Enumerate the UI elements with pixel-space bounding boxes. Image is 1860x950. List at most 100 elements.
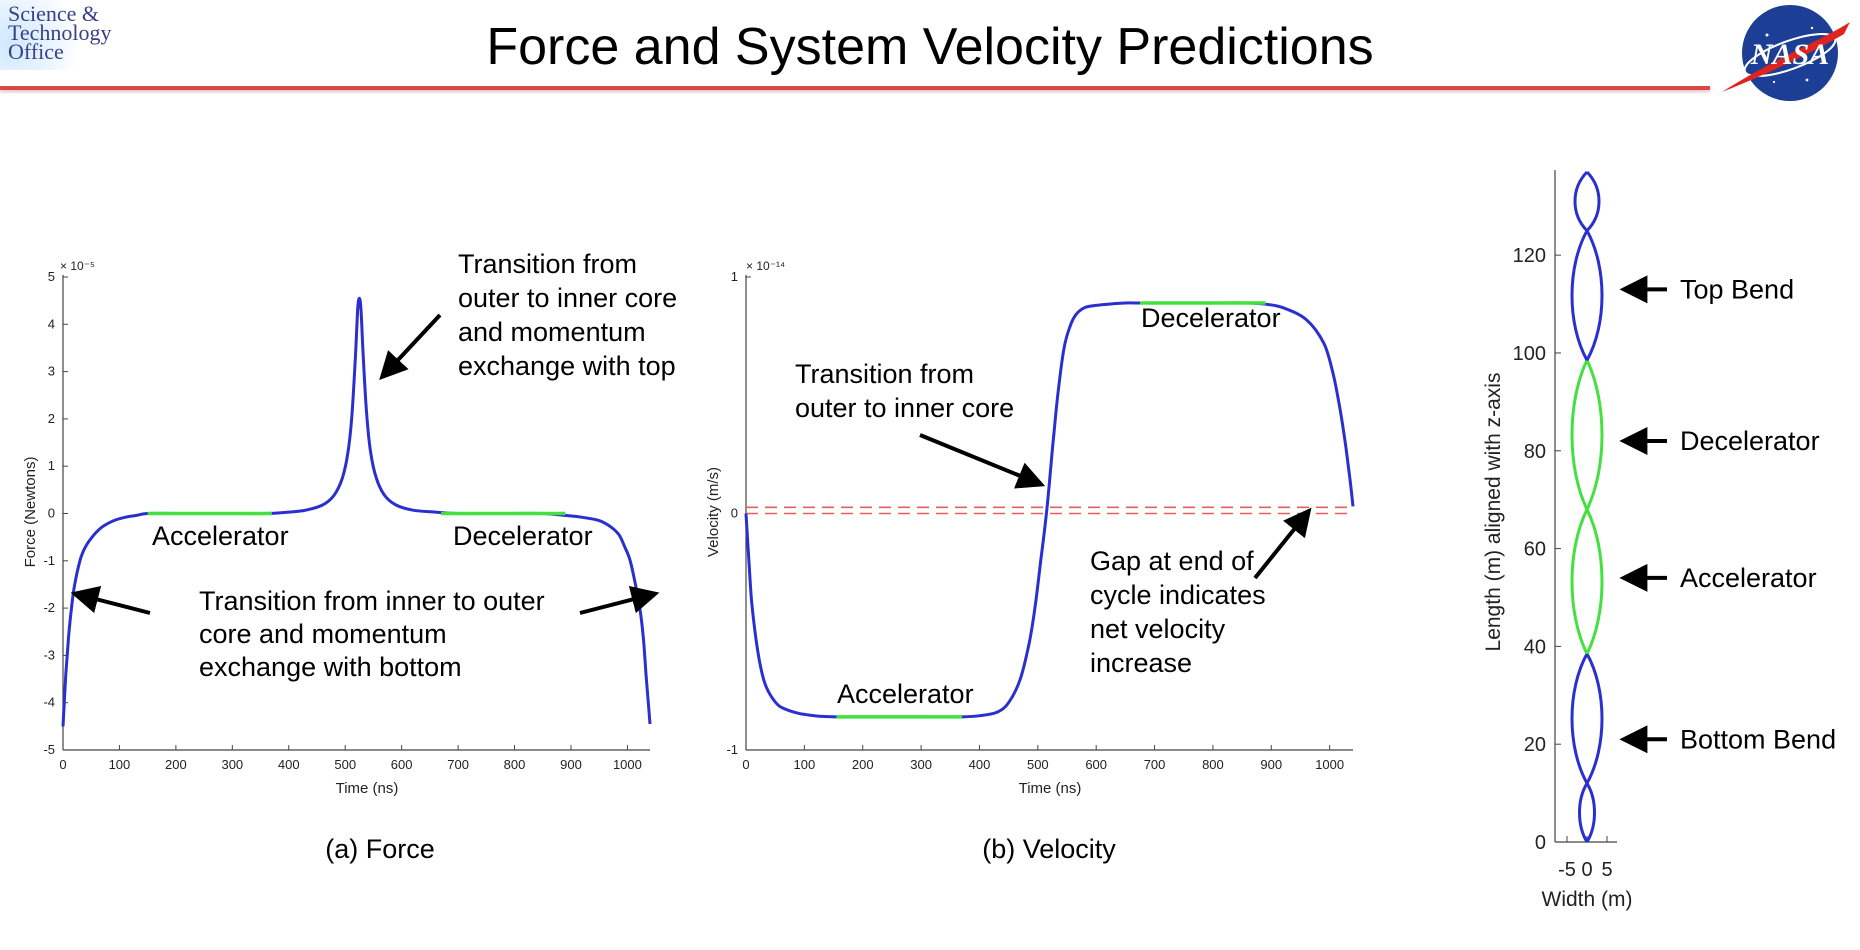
geometry-annotation-top-bend: Top Bend <box>1680 274 1794 304</box>
geometry-green-strand <box>1570 508 1589 655</box>
force-series-line <box>61 296 652 727</box>
geometry-y-tick-label: 0 <box>1535 832 1546 854</box>
annotation-line: Transition from <box>795 359 974 389</box>
geometry-green-strand <box>1585 359 1604 511</box>
force-annotation-transition-bottom: Transition from inner to outer core and … <box>199 586 552 682</box>
velocity-x-tick-label: 700 <box>1144 757 1166 772</box>
force-annotation-decelerator: Decelerator <box>453 521 593 551</box>
velocity-x-tick-label: 200 <box>852 757 874 772</box>
force-y-tick-label: 2 <box>48 411 55 426</box>
geometry-x-tick-label: 0 <box>1581 859 1592 881</box>
annotation-line: and momentum <box>458 317 646 347</box>
velocity-y-tick-label: 1 <box>731 269 738 284</box>
force-arrow-bottom-right <box>579 586 660 615</box>
velocity-x-tick-label: 500 <box>1027 757 1049 772</box>
annotation-line: increase <box>1090 648 1192 678</box>
velocity-y-label: Velocity (m/s) <box>705 467 722 557</box>
force-annotation-transition-top: Transition from outer to inner core and … <box>458 249 685 381</box>
force-x-tick-label: 900 <box>560 757 582 772</box>
velocity-caption: (b) Velocity <box>982 834 1116 864</box>
force-x-tick-label: 200 <box>165 757 187 772</box>
force-y-tick-label: 5 <box>48 269 55 284</box>
force-chart: × 10⁻⁵ 0 100 200 300 400 500 600 700 800 900 1000 -… <box>22 249 685 864</box>
geometry-y-label: Length (m) aligned with z-axis <box>1482 373 1505 652</box>
geometry-blue-strand <box>1570 652 1589 785</box>
geometry-blue-strand <box>1573 170 1589 232</box>
velocity-chart: × 10⁻¹⁴ 0 100 200 300 400 500 600 700 800 900 1000… <box>705 259 1355 864</box>
annotation-line: exchange with top <box>458 351 676 381</box>
force-y-tick-label: -1 <box>43 553 55 568</box>
force-y-tick-label: -5 <box>43 742 55 757</box>
logo-line: Office <box>8 39 64 64</box>
force-annotation-accelerator: Accelerator <box>152 521 289 551</box>
velocity-x-tick-label: 300 <box>910 757 932 772</box>
force-y-tick-label: 4 <box>48 316 55 331</box>
force-x-label: Time (ns) <box>336 780 399 797</box>
logo-line: Science & <box>8 1 100 26</box>
velocity-arrow-gap <box>1253 507 1312 580</box>
force-x-tick-label: 800 <box>504 757 526 772</box>
science-technology-office-logo: Science & Technology Office <box>0 0 160 70</box>
geometry-y-tick-label: 120 <box>1513 245 1546 267</box>
geometry-y-tick-label: 40 <box>1524 636 1546 658</box>
force-exponent-label: × 10⁻⁵ <box>60 259 95 273</box>
geometry-blue-strand <box>1578 782 1589 843</box>
velocity-arrow-transition <box>919 433 1046 489</box>
geometry-x-tick-label: -5 <box>1558 859 1576 881</box>
velocity-y-tick-label: -1 <box>726 742 738 757</box>
geometry-annotation-bottom-bend: Bottom Bend <box>1680 724 1836 754</box>
geometry-blue-strand <box>1585 782 1596 843</box>
force-y-tick-label: -3 <box>43 647 55 662</box>
force-y-tick-label: 3 <box>48 364 55 379</box>
header-divider <box>0 86 1710 90</box>
velocity-annotation-gap: Gap at end of cycle indicates net veloci… <box>1090 546 1273 678</box>
annotation-line: Transition from <box>458 249 637 279</box>
geometry-y-tick-label: 100 <box>1513 343 1546 365</box>
nasa-logo-text: NASA <box>1750 38 1829 71</box>
annotation-line: outer to inner core <box>458 283 677 313</box>
geometry-x-tick-label: 5 <box>1601 859 1612 881</box>
annotation-line: core and momentum <box>199 619 447 649</box>
velocity-series-line <box>744 301 1355 719</box>
force-caption: (a) Force <box>325 834 435 864</box>
annotation-line: net velocity <box>1090 614 1226 644</box>
force-x-tick-label: 600 <box>391 757 413 772</box>
force-x-tick-label: 0 <box>59 757 66 772</box>
force-arrow-bottom-left <box>70 586 151 615</box>
geometry-blue-strand <box>1585 652 1604 785</box>
force-y-tick-label: 0 <box>48 506 55 521</box>
velocity-x-tick-label: 800 <box>1202 757 1224 772</box>
force-arrow-transition-top <box>379 313 442 381</box>
force-x-tick-label: 100 <box>109 757 131 772</box>
annotation-line: cycle indicates <box>1090 580 1266 610</box>
geometry-blue-strand <box>1570 229 1589 362</box>
force-x-tick-label: 400 <box>278 757 300 772</box>
slide-title: Force and System Velocity Predictions <box>486 18 1374 76</box>
velocity-exponent-label: × 10⁻¹⁴ <box>746 259 785 273</box>
geometry-annotation-decelerator: Decelerator <box>1680 426 1820 456</box>
velocity-x-tick-label: 100 <box>794 757 816 772</box>
geometry-blue-strand <box>1585 170 1601 232</box>
velocity-y-tick-label: 0 <box>731 506 738 521</box>
geometry-y-tick-label: 80 <box>1524 441 1546 463</box>
logo-line: Technology <box>8 20 112 45</box>
annotation-line: Gap at end of <box>1090 546 1254 576</box>
geometry-annotation-accelerator: Accelerator <box>1680 563 1817 593</box>
geometry-green-strand <box>1585 508 1604 655</box>
force-x-tick-label: 500 <box>334 757 356 772</box>
force-x-tick-label: 1000 <box>613 757 642 772</box>
velocity-x-tick-label: 600 <box>1085 757 1107 772</box>
force-y-tick-label: -4 <box>43 695 55 710</box>
velocity-annotation-decelerator: Decelerator <box>1141 303 1281 333</box>
geometry-x-label: Width (m) <box>1542 888 1633 911</box>
velocity-annotation-accelerator: Accelerator <box>837 679 974 709</box>
geometry-green-strand <box>1570 359 1589 511</box>
velocity-annotation-transition: Transition from outer to inner core <box>795 359 1014 423</box>
velocity-x-label: Time (ns) <box>1019 780 1082 797</box>
velocity-x-tick-label: 400 <box>969 757 991 772</box>
geometry-y-tick-label: 20 <box>1524 734 1546 756</box>
annotation-line: exchange with bottom <box>199 652 462 682</box>
annotation-line: outer to inner core <box>795 393 1014 423</box>
annotation-line: Transition from inner to outer <box>199 586 545 616</box>
